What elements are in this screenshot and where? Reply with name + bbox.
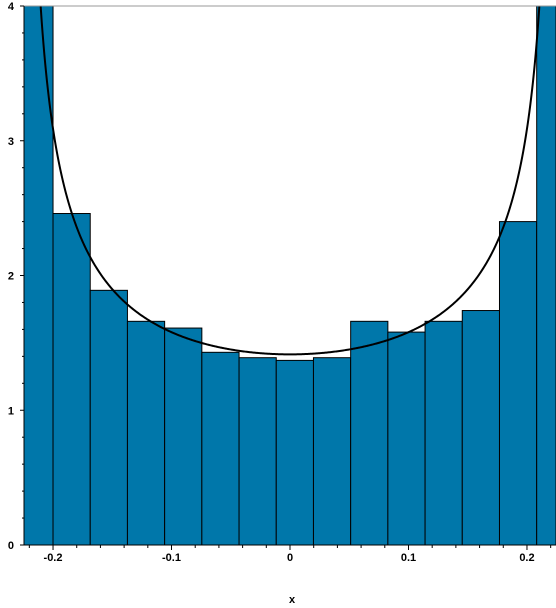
y-axis-ticks: 0 1 2 3 4 bbox=[8, 1, 24, 552]
x-tick-label: 0.2 bbox=[519, 552, 534, 564]
y-tick-label: 2 bbox=[8, 271, 14, 283]
x-tick-label: 0 bbox=[287, 552, 293, 564]
x-tick-label: 0.1 bbox=[401, 552, 416, 564]
histogram-bar bbox=[238, 357, 277, 546]
histogram-bar bbox=[52, 213, 91, 546]
histogram-bar bbox=[164, 327, 203, 546]
histogram-bar bbox=[201, 351, 240, 546]
histogram-bar bbox=[312, 357, 352, 546]
y-tick-label: 1 bbox=[8, 405, 14, 417]
histogram-bar bbox=[536, 5, 556, 546]
y-tick-label: 0 bbox=[8, 540, 14, 552]
density-curve bbox=[39, 6, 541, 356]
histogram-bar bbox=[461, 310, 500, 546]
histogram-bar bbox=[350, 320, 389, 546]
x-axis-ticks: -0.2 -0.1 0 0.1 0.2 bbox=[28, 545, 552, 564]
x-tick-label: -0.2 bbox=[44, 552, 63, 564]
histogram-bar bbox=[387, 331, 426, 546]
histogram-bar bbox=[126, 320, 166, 546]
histogram-bar bbox=[498, 221, 538, 546]
histogram-bar bbox=[23, 5, 54, 546]
histogram-bar bbox=[424, 320, 463, 546]
y-tick-label: 4 bbox=[8, 1, 15, 13]
x-tick-label: -0.1 bbox=[162, 552, 181, 564]
y-tick-label: 3 bbox=[8, 136, 14, 148]
histogram-bar bbox=[275, 359, 314, 546]
histogram-bar bbox=[89, 289, 128, 546]
x-axis-title: x bbox=[289, 594, 296, 606]
